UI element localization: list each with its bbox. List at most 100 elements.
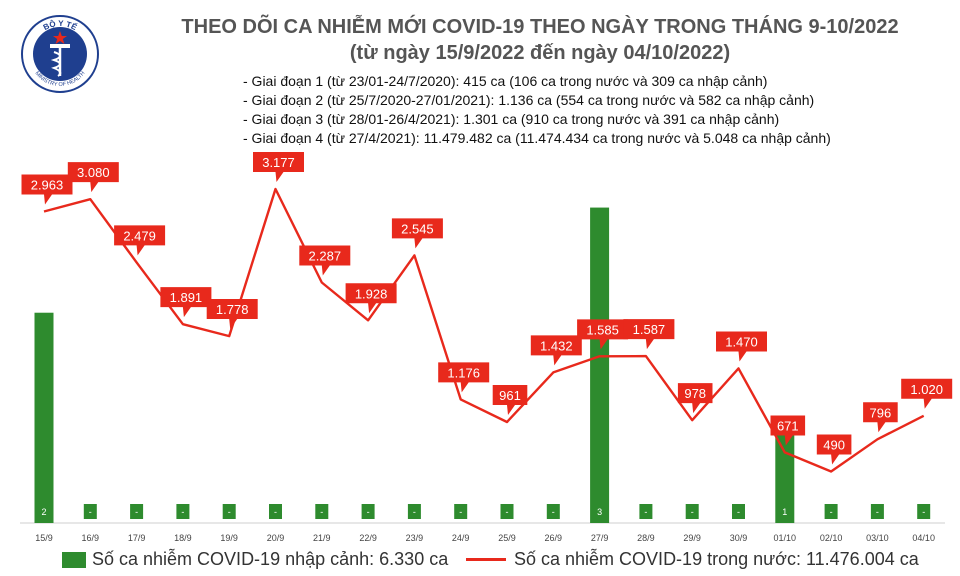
legend-item-imported: Số ca nhiễm COVID-19 nhập cảnh: 6.330 ca	[62, 549, 448, 570]
data-label-box	[438, 362, 490, 393]
bar-marker-19/9	[222, 504, 236, 519]
chart-subtitle: (từ ngày 15/9/2022 đến ngày 04/10/2022)	[349, 42, 731, 64]
data-label-03/10: 796	[863, 402, 898, 433]
data-label-30/9: 1.470	[716, 331, 767, 362]
data-label-19/9: 1.778	[206, 299, 258, 330]
x-tick-label-23/9: 23/9	[406, 533, 424, 543]
data-label-box	[391, 218, 443, 249]
bar-marker-16/9	[83, 504, 97, 519]
data-label-21/9: 2.287	[299, 245, 351, 276]
phase-notes: - Giai đoạn 1 (từ 23/01-24/7/2020): 415 …	[243, 72, 831, 148]
x-tick-label-28/9: 28/9	[637, 533, 655, 543]
bar-label-26/9: -	[552, 507, 555, 517]
x-tick-label-25/9: 25/9	[498, 533, 516, 543]
data-label-26/9: 1.432	[530, 335, 582, 366]
data-label-box	[770, 415, 806, 446]
data-label-04/10: 1.020	[901, 378, 953, 409]
data-label-box	[114, 225, 166, 256]
bar-label-01/10: 1	[782, 507, 787, 517]
x-tick-label-01/10: 01/10	[774, 533, 797, 543]
data-label-22/9: 1.928	[345, 283, 397, 314]
x-tick-label-26/9: 26/9	[545, 533, 563, 543]
data-label-text: 1.020	[910, 382, 943, 397]
bar-label-24/9: -	[459, 507, 462, 517]
bar-label-16/9: -	[89, 507, 92, 517]
bar-marker-25/9	[500, 504, 514, 519]
bar-label-23/9: -	[413, 507, 416, 517]
x-tick-label-04/10: 04/10	[912, 533, 935, 543]
data-label-25/9: 961	[492, 384, 528, 415]
data-label-box	[160, 287, 212, 318]
bar-label-19/9: -	[228, 507, 231, 517]
bar-marker-29/9	[685, 504, 699, 519]
data-label-box	[530, 335, 582, 366]
ministry-of-health-logo: BỘ Y TẾ MINISTRY OF HEALTH	[21, 15, 99, 93]
legend-swatch-line	[466, 558, 506, 561]
x-tick-label-22/9: 22/9	[359, 533, 377, 543]
data-label-text: 3.080	[77, 165, 110, 180]
data-label-text: 796	[870, 405, 892, 420]
data-label-text: 1.778	[216, 302, 249, 317]
data-label-box	[901, 378, 953, 409]
data-label-text: 1.176	[447, 365, 480, 380]
data-label-box	[206, 299, 258, 330]
data-label-20/9: 3.177	[253, 151, 304, 182]
bar-marker-20/9	[269, 504, 282, 519]
x-tick-label-30/9: 30/9	[730, 533, 748, 543]
data-label-29/9: 978	[677, 383, 713, 414]
data-label-24/9: 1.176	[438, 362, 490, 393]
data-label-text: 490	[823, 437, 845, 452]
chart-title: THEO DÕI CA NHIỄM MỚI COVID-19 THEO NGÀY…	[181, 16, 899, 38]
data-label-box	[677, 383, 713, 414]
legend-swatch-bar	[62, 551, 86, 568]
legend-item-domestic: Số ca nhiễm COVID-19 trong nước: 11.476.…	[466, 549, 919, 570]
bar-marker-02/10	[824, 504, 838, 519]
x-tick-label-17/9: 17/9	[128, 533, 146, 543]
bar-marker-24/9	[454, 504, 468, 519]
bar-marker-17/9	[130, 504, 144, 519]
bar-marker-28/9	[639, 504, 653, 519]
x-tick-label-20/9: 20/9	[267, 533, 285, 543]
bar-label-28/9: -	[644, 507, 647, 517]
bar-marker-21/9	[315, 504, 329, 519]
data-label-box	[492, 384, 528, 415]
data-label-15/9: 2.963	[21, 174, 73, 205]
bar-label-18/9: -	[181, 507, 184, 517]
data-label-text: 1.470	[725, 334, 758, 349]
data-label-text: 2.479	[123, 228, 156, 243]
data-label-text: 2.545	[401, 221, 434, 236]
data-label-text: 671	[777, 418, 799, 433]
data-label-box	[253, 151, 304, 182]
bar-label-21/9: -	[320, 507, 323, 517]
x-tick-label-03/10: 03/10	[866, 533, 889, 543]
bar-marker-22/9	[361, 504, 375, 519]
data-label-16/9: 3.080	[67, 162, 119, 193]
bar-label-02/10: -	[830, 507, 833, 517]
bar-marker-18/9	[176, 504, 190, 519]
legend-label-domestic: Số ca nhiễm COVID-19 trong nước: 11.476.…	[514, 549, 919, 569]
x-tick-label-16/9: 16/9	[82, 533, 100, 543]
data-label-18/9: 1.891	[160, 287, 212, 318]
data-label-text: 961	[499, 388, 521, 403]
bar-27/9	[590, 207, 610, 524]
phase-note-1: - Giai đoạn 1 (từ 23/01-24/7/2020): 415 …	[243, 73, 768, 89]
data-label-text: 1.891	[170, 290, 203, 305]
data-label-27/9: 1.585	[577, 319, 629, 350]
x-tick-label-02/10: 02/10	[820, 533, 843, 543]
bar-label-20/9: -	[274, 507, 277, 517]
data-label-box	[299, 245, 351, 276]
data-label-box	[816, 434, 852, 465]
bar-marker-03/10	[870, 504, 884, 519]
data-label-text: 3.177	[262, 155, 295, 170]
bar-label-29/9: -	[691, 507, 694, 517]
logo-top-text: BỘ Y TẾ	[42, 19, 80, 32]
phase-note-4: - Giai đoạn 4 (từ 27/4/2021): 11.479.482…	[243, 130, 831, 146]
data-label-text: 2.963	[31, 177, 64, 192]
x-tick-label-24/9: 24/9	[452, 533, 470, 543]
phase-note-2: - Giai đoạn 2 (từ 25/7/2020-27/01/2021):…	[243, 92, 815, 108]
svg-text:BỘ Y TẾ: BỘ Y TẾ	[42, 19, 80, 32]
legend-label-imported: Số ca nhiễm COVID-19 nhập cảnh: 6.330 ca	[92, 549, 449, 569]
x-tick-label-15/9: 15/9	[35, 533, 53, 543]
bar-marker-30/9	[732, 504, 745, 519]
